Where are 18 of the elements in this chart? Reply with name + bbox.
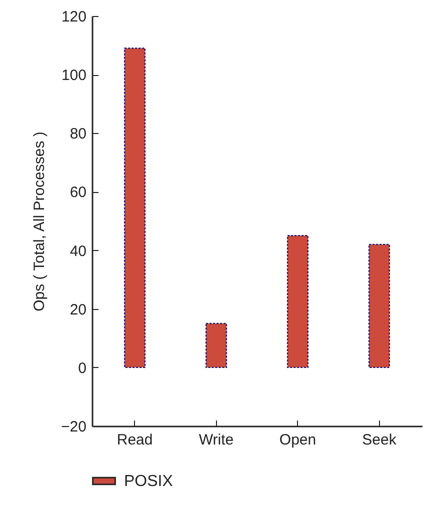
bar (368, 244, 390, 368)
y-tick-label: 80 (70, 126, 86, 143)
x-tick-label: Open (279, 432, 316, 448)
legend-label: POSIX (124, 473, 174, 490)
y-tick-label: −20 (61, 418, 86, 436)
y-tick-label: 40 (70, 242, 86, 260)
x-tick-label: Seek (362, 432, 397, 448)
x-tick-label: Write (198, 432, 234, 448)
y-tick-label: 20 (70, 301, 86, 318)
y-tick-label: 60 (70, 184, 86, 202)
bar (124, 48, 146, 368)
bar (205, 322, 228, 368)
y-tick-label: 0 (78, 360, 86, 377)
y-axis-title: Ops ( Total, All Processes ) (31, 132, 48, 312)
x-tick-label: Read (116, 432, 153, 448)
y-tick-label: 100 (61, 67, 86, 84)
y-tick-label: 120 (61, 8, 86, 26)
bar (286, 235, 309, 368)
